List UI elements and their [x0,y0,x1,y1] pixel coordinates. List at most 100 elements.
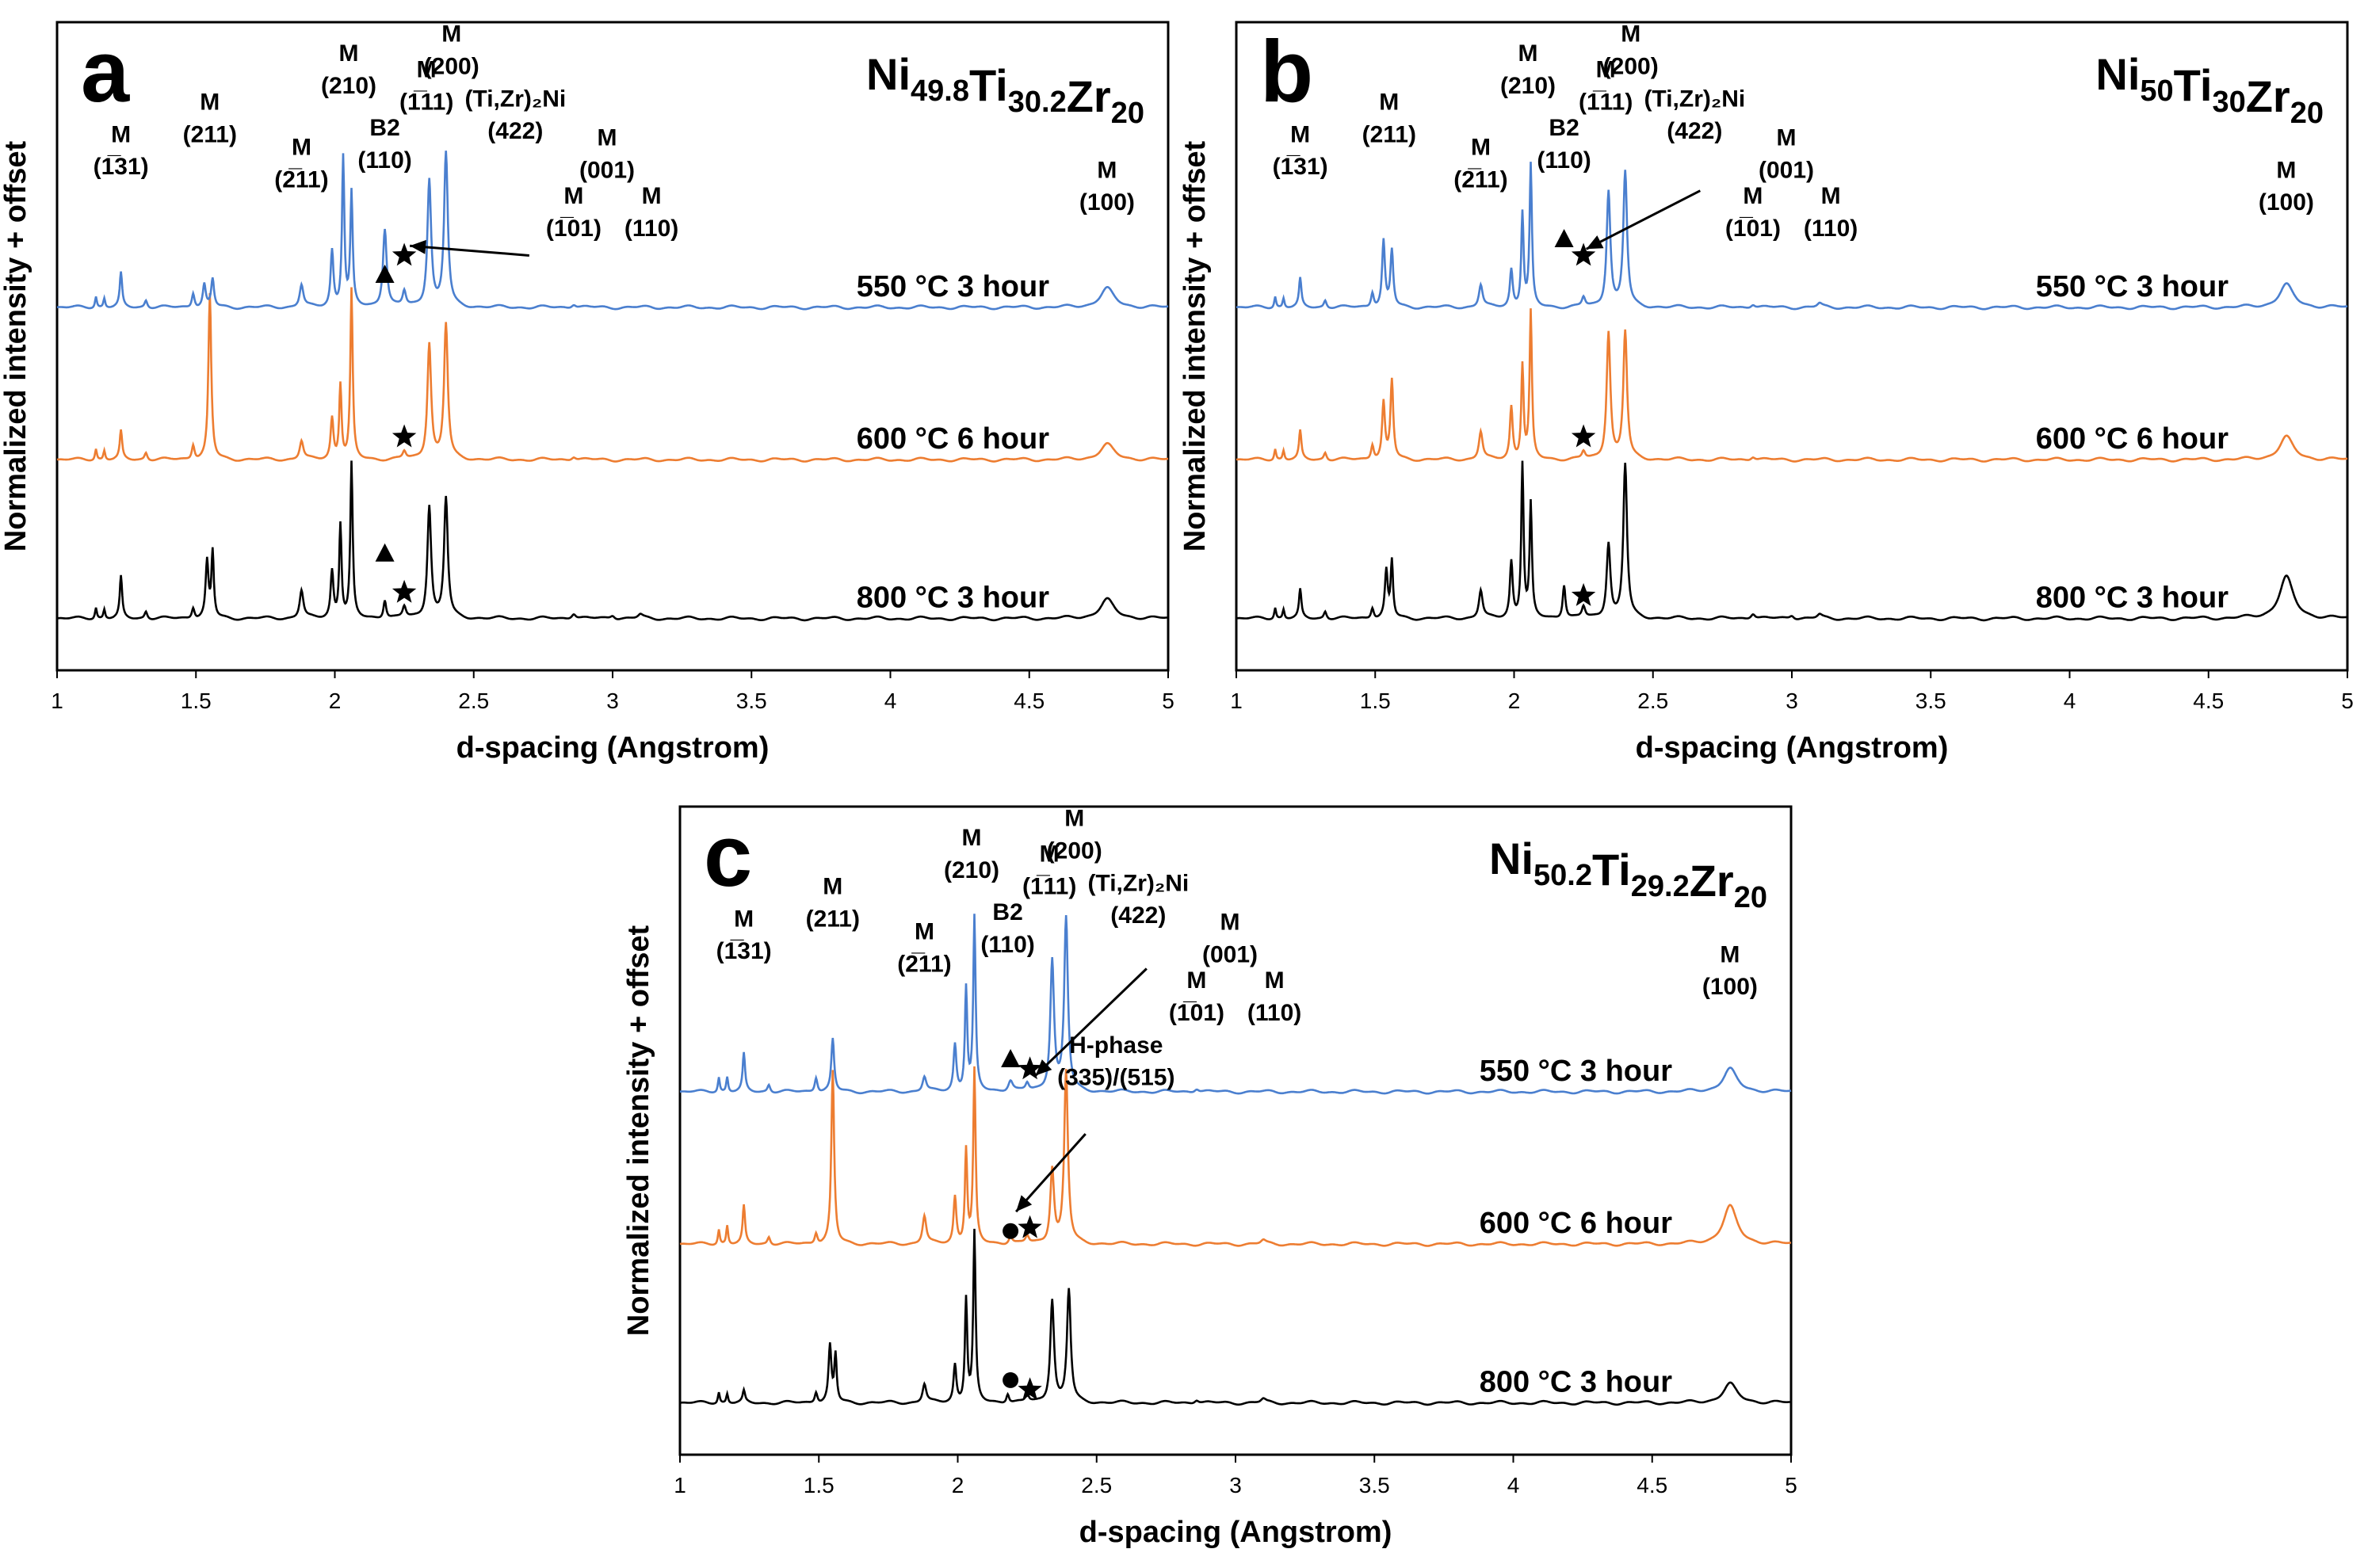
panel-letter: c [704,807,752,905]
series-label: 600 °C 6 hour [2036,422,2229,456]
annotation-arrow [410,244,529,257]
peak-annotation: M [915,919,934,945]
spectrum-line [1236,162,2348,311]
peak-annotation: M [1776,124,1796,151]
element-symbol: Zr [2246,71,2290,121]
spectrum-line [679,1228,1792,1406]
peak-annotation: (1̅31) [1273,154,1328,180]
element-symbol: Ti [2174,60,2213,110]
star-marker-icon [1018,1056,1042,1080]
element-fraction: 30 [2212,86,2245,119]
series-label: 800 °C 3 hour [2036,582,2229,615]
peak-annotation: (001) [579,157,635,183]
x-tick-label: 4.5 [1014,689,1045,713]
annotation-arrow [1034,967,1148,1077]
peak-annotation: (1̅01) [1169,1000,1224,1026]
x-tick-label: 3 [606,689,619,713]
peak-annotation: M [1290,121,1310,147]
peak-annotation: B2 [992,899,1022,925]
peak-annotation: (001) [1202,941,1258,967]
peak-annotation: (1̅31) [94,154,149,180]
peak-annotation: B2 [369,115,399,141]
x-tick-label: 1.5 [804,1473,835,1497]
x-tick-label: 1 [674,1473,686,1497]
peak-annotation: (422) [487,118,543,144]
star-marker-icon [391,424,417,448]
x-tick-label: 4 [884,689,897,713]
plot-frame [1235,21,2349,672]
spectrum-line [1236,460,2348,622]
peak-annotation: M [1518,40,1538,67]
element-fraction: 29.2 [1631,870,1690,903]
spectrum-line [679,1066,1791,1247]
peak-annotation: (Ti,Zr)₂Ni [464,86,566,112]
spectrum-line [56,460,1169,622]
peak-annotation: M [1097,157,1117,183]
composition-label: Ni50Ti30Zr20 [2095,49,2324,130]
spectrum-line [56,287,1169,463]
element-symbol: Ti [969,60,1008,110]
star-marker-icon [391,242,417,266]
peak-annotation: M [563,183,583,209]
element-fraction: 50.2 [1533,859,1592,892]
x-tick-label: 2 [952,1473,964,1497]
peak-annotation: M [339,40,359,67]
x-axis-title: d-spacing (Angstrom) [1636,731,1949,765]
element-fraction: 49.8 [911,74,969,108]
peak-annotation: M [1379,89,1399,115]
element-fraction: 30.2 [1008,86,1067,119]
star-marker-icon [1571,242,1596,266]
star-marker-icon [1018,1215,1042,1238]
element-symbol: Zr [1690,856,1734,906]
peak-annotation: (110) [624,216,678,242]
element-fraction: 20 [1734,881,1767,914]
spectrum-line [56,151,1169,311]
composition-label: Ni50.2Ti29.2Zr20 [1489,834,1767,914]
y-axis-title: Normalized intensity + offset [1178,140,1212,551]
element-symbol: Ni [1489,834,1533,883]
star-marker-icon [1571,424,1596,448]
peak-annotation: (335)/(515) [1057,1065,1174,1091]
peak-annotation: M [642,183,662,209]
x-tick-label: 2.5 [1637,689,1668,713]
peak-annotation: (110) [1247,1000,1301,1026]
composition-label: Ni49.8Ti30.2Zr20 [866,49,1144,130]
panel-letter: a [81,23,130,120]
peak-annotation: (110) [1537,147,1591,174]
x-tick-label: 3.5 [736,689,767,713]
peak-annotation: (211) [183,121,237,147]
peak-annotation: M [823,873,842,899]
peak-annotation: B2 [1549,115,1579,141]
peak-annotation: (211) [806,906,860,932]
y-axis-title: Normalized intensity + offset [622,925,655,1336]
triangle-marker-icon [1001,1049,1021,1068]
star-marker-icon [391,579,417,603]
annotation-arrow [1585,189,1702,250]
peak-annotation: (211) [1362,121,1416,147]
peak-annotation: (110) [980,932,1034,958]
triangle-marker-icon [1554,229,1574,248]
peak-annotation: M [1040,841,1060,868]
x-tick-label: 2 [1508,689,1521,713]
peak-annotation: (110) [357,147,411,174]
x-tick-label: 1 [1230,689,1243,713]
peak-annotation: (2̅11) [897,952,951,978]
peak-annotation: (1̅31) [716,938,772,964]
series-label: 600 °C 6 hour [857,422,1049,456]
element-fraction: 20 [2290,97,2324,130]
peak-annotation: (200) [1047,837,1102,864]
arrow-head-icon [1586,235,1604,250]
peak-annotation: (1̅01) [1725,216,1781,242]
element-fraction: 50 [2140,74,2173,108]
element-symbol: Ti [1592,845,1631,895]
x-tick-label: 4.5 [2193,689,2224,713]
peak-annotation: M [1596,57,1616,83]
peak-annotation: (422) [1667,118,1722,144]
x-tick-label: 2.5 [1081,1473,1112,1497]
arrow-head-icon [1035,1059,1052,1076]
plot-frame [55,21,1170,672]
peak-annotation: (100) [1702,974,1758,1000]
peak-annotation: M [1265,967,1285,994]
x-tick-label: 2 [329,689,342,713]
